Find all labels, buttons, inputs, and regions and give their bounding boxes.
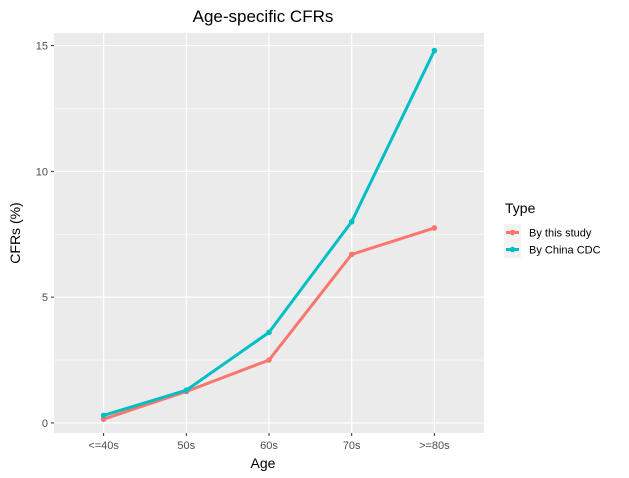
y-tick-label: 10 <box>36 166 48 178</box>
x-tick-label: 50s <box>177 440 195 452</box>
data-point <box>431 47 438 54</box>
x-tick-label: <=40s <box>88 440 119 452</box>
y-tick-label: 15 <box>36 41 48 53</box>
legend: Type By this study By China CDC <box>504 200 601 258</box>
x-axis-title: Age <box>251 455 276 471</box>
major-gridlines <box>54 33 484 433</box>
y-axis: 0 5 10 15 <box>36 41 54 430</box>
data-point <box>183 387 190 394</box>
legend-label: By this study <box>529 228 592 240</box>
y-axis-title: CFRs (%) <box>7 202 23 263</box>
legend-key-point <box>509 229 516 236</box>
y-tick-label: 0 <box>42 418 48 430</box>
x-tick-label: 60s <box>260 440 278 452</box>
data-point <box>348 251 355 258</box>
data-point <box>100 412 107 419</box>
legend-key-point <box>509 246 516 253</box>
x-axis: <=40s 50s 60s 70s >=80s <box>88 433 450 452</box>
data-point <box>266 329 272 336</box>
x-tick-label: 70s <box>343 440 361 452</box>
data-point <box>431 225 438 231</box>
chart-title: Age-specific CFRs <box>193 7 334 26</box>
series-layer <box>100 47 438 422</box>
legend-label: By China CDC <box>529 245 601 257</box>
data-point <box>266 357 272 363</box>
legend-title: Type <box>505 200 536 216</box>
y-tick-label: 5 <box>42 292 48 304</box>
legend-items: By this study By China CDC <box>504 224 601 258</box>
data-point <box>348 218 355 225</box>
x-tick-label: >=80s <box>419 440 450 452</box>
